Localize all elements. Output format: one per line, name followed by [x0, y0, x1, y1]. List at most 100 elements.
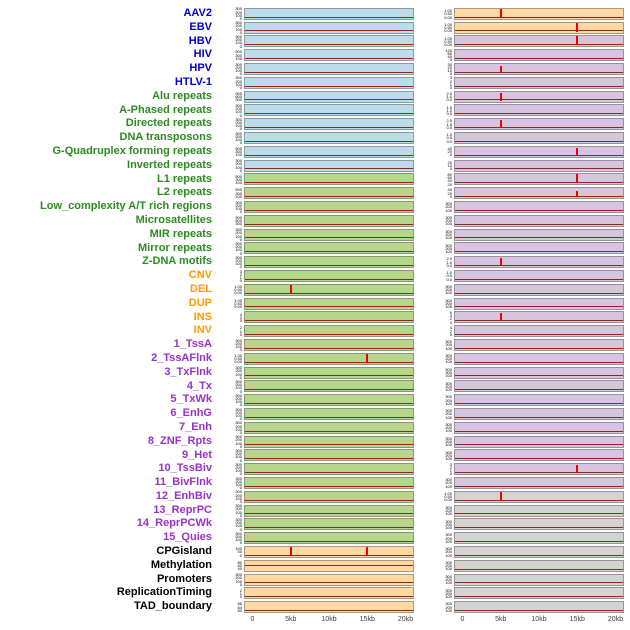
- right-density-panel: [454, 214, 624, 227]
- left-y-axis-ticks: 300 200 100 0: [235, 254, 242, 270]
- left-y-axis-ticks: 3 2 1 0: [239, 268, 242, 284]
- right-y-axis-ticks: 300 200 100: [445, 297, 452, 310]
- density-spike: [500, 8, 503, 18]
- right-density-panel: [454, 256, 624, 269]
- right-y-axis-ticks: 300 200 100: [445, 518, 452, 530]
- left-y-axis-ticks: 300 200 100 0: [235, 75, 242, 91]
- left-y-axis-ticks: 300 200 100 0: [235, 241, 242, 256]
- x-tick-label: 0: [250, 616, 255, 624]
- x-tick-label: 15kb: [359, 616, 375, 624]
- density-baseline: [455, 99, 623, 101]
- density-spike: [500, 92, 503, 101]
- feature-row: EBV 300 200 100 0 1.00 0.50 0.00: [0, 21, 630, 35]
- feature-row: HTLV-1 300 200 100 0 3 2 1 0: [0, 76, 630, 90]
- right-y-axis-ticks: 80 60 40 20: [447, 172, 452, 187]
- left-density-panel: [244, 394, 414, 407]
- left-density-panel: [244, 490, 414, 503]
- row-label: Directed repeats: [125, 117, 212, 130]
- left-y-axis-ticks: 300 200 100 0: [235, 227, 242, 242]
- feature-row: Inverted repeats 300 200 100 0 20 10 0: [0, 159, 630, 173]
- right-y-axis-ticks: 300 200 100: [445, 504, 452, 517]
- left-density-panel: [244, 435, 414, 448]
- right-density-panel: [454, 463, 624, 476]
- density-baseline: [455, 113, 623, 115]
- feature-row: 1_TssA 300 200 100 0 300 200 100: [0, 338, 630, 352]
- right-y-axis-ticks: 1.00 0.50 0.00: [444, 8, 452, 20]
- left-y-axis-ticks: 300 200 100 0: [235, 61, 242, 77]
- right-y-axis-ticks: 300 200 100: [445, 559, 452, 572]
- right-y-axis-ticks: 300 200 100: [445, 394, 452, 406]
- x-axis-left: 0 5kb 10kb 15kb 20kb: [244, 614, 414, 627]
- left-density-panel: [244, 463, 414, 476]
- density-baseline: [245, 71, 413, 73]
- row-label: L2 repeats: [156, 186, 212, 199]
- right-density-panel: [454, 490, 624, 503]
- right-density-panel: [454, 76, 624, 89]
- left-y-axis-ticks: 300 200 100 0: [235, 420, 242, 435]
- right-density-panel: [454, 504, 624, 517]
- left-density-panel: [244, 145, 414, 158]
- density-baseline: [245, 99, 413, 101]
- density-baseline: [455, 278, 623, 280]
- left-y-axis-ticks: 500 300 100: [235, 146, 242, 158]
- feature-row: Promoters 300 200 100 0 300 200 100: [0, 573, 630, 587]
- row-label: MIR repeats: [149, 227, 212, 240]
- feature-row: L2 repeats 500 300 100 40 20 0: [0, 186, 630, 200]
- row-label: INV: [193, 324, 212, 337]
- right-density-panel: [454, 408, 624, 420]
- right-y-axis-ticks: 3 2 1 0: [449, 75, 452, 91]
- right-y-axis-ticks: 300 200 100: [445, 201, 452, 213]
- feature-row: 4_Tx 300 200 100 0 300 200 100: [0, 380, 630, 394]
- density-baseline: [245, 85, 413, 87]
- density-baseline: [455, 251, 623, 253]
- density-baseline: [245, 251, 413, 253]
- left-density-panel: [244, 587, 414, 600]
- row-label: ReplicationTiming: [116, 586, 212, 599]
- left-density-panel: [244, 270, 414, 283]
- left-density-panel: [244, 297, 414, 310]
- density-spike: [500, 258, 503, 267]
- density-baseline: [245, 499, 413, 501]
- density-baseline: [245, 127, 413, 128]
- row-label: Inverted repeats: [127, 158, 212, 171]
- feature-row: Methylation 80 60 40 300 200 100: [0, 559, 630, 573]
- density-baseline: [245, 582, 413, 584]
- x-tick-label: 0: [460, 616, 465, 624]
- left-density-panel: [244, 380, 414, 393]
- row-label: DEL: [190, 282, 212, 295]
- left-density-panel: [244, 159, 414, 172]
- feature-row: DNA transposons 300 200 100 0 1.0 0.5 0.…: [0, 131, 630, 145]
- density-baseline: [455, 209, 623, 211]
- right-y-axis-ticks: 1.0 0.5 0.0: [446, 270, 452, 282]
- left-y-axis-ticks: 300 200 100 0: [235, 447, 242, 463]
- left-density-panel: [244, 283, 414, 296]
- density-baseline: [245, 58, 413, 60]
- right-density-panel: [454, 90, 624, 103]
- left-density-panel: [244, 49, 414, 62]
- right-density-panel: [454, 587, 624, 600]
- density-spike: [575, 464, 578, 474]
- right-y-axis-ticks: 300 200 100: [445, 435, 452, 448]
- right-density-panel: [454, 559, 624, 572]
- feature-row: HPV 300 200 100 0 30 20 10 0: [0, 62, 630, 76]
- left-density-panel: [244, 601, 414, 614]
- row-label: TAD_boundary: [133, 600, 212, 613]
- left-y-axis-ticks: 300 200 100 0: [235, 34, 242, 49]
- right-y-axis-ticks: 300 200 100: [445, 242, 452, 255]
- left-density-panel: [244, 214, 414, 227]
- row-label: Methylation: [150, 558, 212, 571]
- density-baseline: [455, 140, 623, 142]
- left-y-axis-ticks: 300 200 100 0: [235, 406, 242, 422]
- density-spike: [365, 353, 368, 363]
- row-label: 2_TssAFlnk: [151, 351, 212, 364]
- left-y-axis-ticks: 300 200 100 0: [235, 337, 242, 353]
- right-y-axis-ticks: 1.0 0.5 0.0: [446, 132, 452, 144]
- feature-row: 12_EnhBiv 300 200 100 0 1.00 0.50 0.00: [0, 490, 630, 504]
- x-tick-label: 10kb: [531, 616, 547, 624]
- right-density-panel: [454, 573, 624, 586]
- density-baseline: [245, 209, 413, 211]
- density-baseline: [455, 513, 623, 515]
- right-density-panel: [454, 518, 624, 531]
- x-tick-label: 20kb: [397, 616, 414, 624]
